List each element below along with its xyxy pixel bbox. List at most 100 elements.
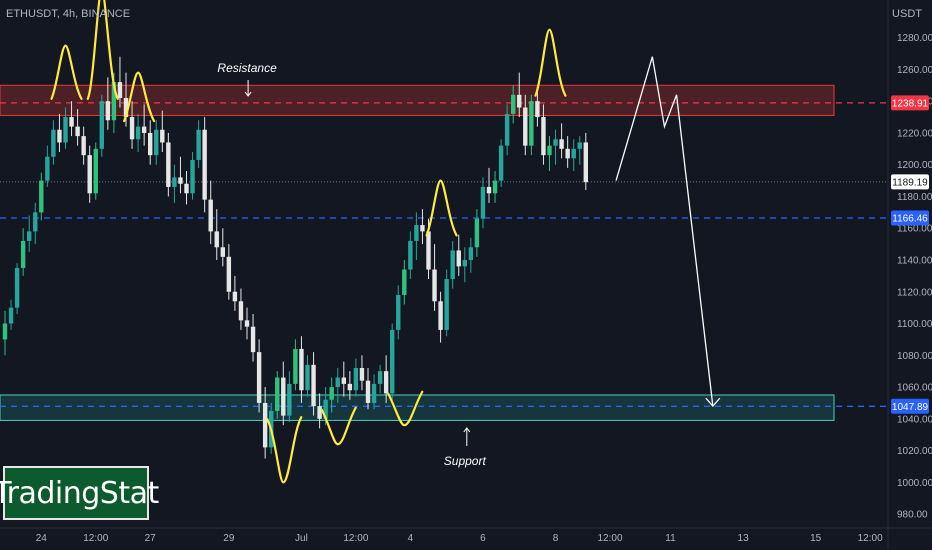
candle-body [335, 377, 340, 388]
candle-body [39, 180, 44, 213]
candle-body [275, 377, 280, 411]
pattern-drawing-arch [86, 0, 119, 100]
candle-body [81, 136, 86, 156]
candle-body [371, 383, 377, 403]
time-tick-label: 11 [665, 533, 676, 544]
candle [148, 120, 153, 165]
candle-body [123, 98, 129, 118]
support-label: Support [444, 454, 487, 468]
candle-body [359, 368, 365, 381]
candle [250, 314, 256, 362]
candle-body [238, 301, 244, 321]
price-tick-label: 1220.00 [897, 128, 932, 139]
price-label-text: 1166.46 [892, 213, 928, 224]
candle [547, 136, 552, 172]
price-tick-label: 1140.00 [897, 256, 932, 267]
candle [178, 156, 183, 194]
candle [51, 120, 56, 165]
candle-body [262, 402, 268, 448]
price-label-box [891, 95, 929, 111]
candle [335, 368, 340, 403]
candle-body [75, 126, 80, 137]
candle-body [583, 142, 588, 183]
candle-body [353, 368, 359, 391]
candle-body [365, 380, 371, 403]
candle [371, 374, 377, 410]
candle [262, 387, 268, 459]
candle-body [250, 326, 256, 353]
candle [166, 132, 171, 197]
candle [238, 288, 244, 330]
time-tick-label: 12:00 [83, 533, 108, 544]
candle [81, 126, 86, 165]
candle-body [14, 267, 20, 308]
candle-body [178, 177, 183, 184]
time-tick-label: 24 [36, 533, 48, 544]
candle [196, 120, 201, 168]
candle-body [196, 129, 201, 160]
price-label-box [891, 398, 929, 414]
time-tick-label: 6 [480, 533, 486, 544]
candle [293, 339, 298, 391]
candle [20, 228, 26, 276]
symbol-title: ETHUSDT, 4h, BINANCE [6, 8, 131, 20]
candle [359, 355, 365, 391]
candle [341, 361, 346, 397]
candle [256, 339, 262, 413]
candle-body [341, 377, 346, 384]
candle [317, 393, 322, 429]
time-tick-label: 29 [223, 533, 235, 544]
price-label-last: 1189.19 [891, 174, 929, 190]
candle [93, 142, 98, 200]
candle-body [244, 320, 250, 327]
candle-body [27, 231, 32, 241]
candle [523, 94, 528, 156]
candle-body [390, 329, 395, 394]
pattern-drawing-arch [50, 44, 83, 100]
price-label-text: 1047.89 [892, 402, 929, 413]
time-tick-label: 13 [738, 533, 750, 544]
candle-body [141, 126, 147, 133]
candle-body [396, 294, 401, 330]
candle [172, 164, 177, 203]
candle-body [135, 126, 141, 140]
price-axis: 980.00 1000.00 1020.00 1040.00 1060.00 1080.0… [897, 33, 932, 520]
candle [486, 167, 492, 203]
pattern-drawing-trough [266, 416, 303, 484]
candle-body [69, 117, 74, 127]
candle-body [226, 256, 232, 292]
candle-body [523, 107, 528, 146]
candle [468, 237, 474, 273]
candle-body [166, 142, 171, 187]
candle [99, 94, 104, 157]
candle [45, 145, 50, 187]
candle [281, 361, 286, 426]
candle-body [414, 225, 419, 241]
forecast-path [615, 56, 714, 407]
candle-body [347, 383, 353, 391]
candle-body [444, 279, 449, 330]
candle-body [323, 399, 328, 419]
candle-body [299, 348, 304, 391]
candle [462, 247, 467, 283]
candle [390, 323, 395, 400]
candle-body [450, 250, 455, 280]
price-label-support: 1047.89 [891, 398, 929, 414]
candle-body [402, 269, 407, 295]
candle-body [287, 383, 292, 416]
candle [492, 171, 498, 203]
candle-body [547, 145, 552, 156]
candle [135, 113, 141, 152]
candle [577, 136, 582, 165]
candle [365, 368, 371, 410]
price-tick-label: 1160.00 [897, 224, 932, 235]
candle-body [426, 231, 431, 270]
candle-body [45, 156, 50, 181]
pattern-drawing-arch [534, 28, 567, 97]
forecast-arrowhead [705, 397, 721, 408]
pattern-drawing-arch [123, 71, 156, 123]
time-tick-label: 8 [553, 533, 559, 544]
candle [129, 101, 135, 149]
candle-body [202, 129, 207, 200]
